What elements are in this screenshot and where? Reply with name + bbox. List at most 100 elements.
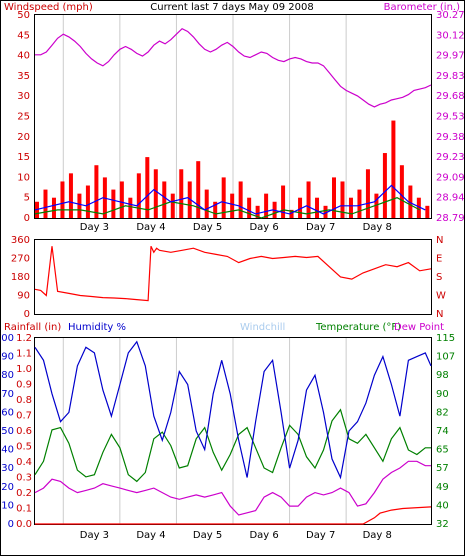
windspeed-bar (365, 169, 370, 218)
windspeed-bar (289, 209, 294, 218)
windspeed-bar (60, 181, 65, 218)
barometer-tick-label: 29.38 (436, 132, 465, 143)
temperature-tick-label: 74 (436, 426, 449, 437)
barometer-tick-label: 29.83 (436, 71, 465, 82)
windspeed-bar (119, 181, 124, 218)
rainfall-tick-label: 0.1 (16, 504, 32, 515)
temperature-tick-label: 40 (436, 500, 449, 511)
rainfall-tick-label: 0.4 (16, 457, 32, 468)
wind-x-tick-label: Day 5 (193, 222, 222, 233)
windspeed-bar (230, 193, 235, 218)
rainfall-tick-label: 0.6 (16, 426, 32, 437)
windspeed-tick-label: 10 (17, 172, 30, 183)
wind-ticks: Day 3 Day 4 Day 5 Day 6 Day 7 Day 8 0 5 10 15 20 25… (17, 10, 464, 233)
windchill-label: Windchill (240, 322, 285, 333)
windspeed-bar (170, 193, 175, 218)
rainfall-line (35, 506, 432, 525)
temperature-tick-label: 57 (436, 463, 449, 474)
dewpoint-line (34, 460, 431, 516)
windspeed-bar (306, 181, 311, 218)
windspeed-bar (51, 197, 56, 218)
humidity-line (34, 340, 432, 480)
rainfall-tick-label: 0.9 (16, 380, 32, 391)
wind-series (34, 27, 432, 219)
windspeed-tick-label: 15 (17, 152, 30, 163)
climate-series (34, 340, 432, 525)
climate-x-tick-label: Day 7 (306, 530, 335, 541)
temperature-axis-label: Temperature (°F) (315, 322, 401, 333)
compass-tick-label: E (436, 254, 442, 265)
windspeed-bar (43, 189, 48, 218)
windspeed-bar (281, 185, 286, 218)
rainfall-tick-label: 0.8 (16, 395, 32, 406)
windspeed-bar (340, 181, 345, 218)
windspeed-bar (221, 177, 226, 218)
windspeed-axis-label: Windspeed (mph) (4, 2, 93, 13)
windspeed-bar (136, 173, 141, 218)
barometer-tick-label: 28.79 (436, 213, 465, 224)
barometer-tick-label: 29.53 (436, 112, 465, 123)
windspeed-bar (323, 205, 328, 218)
climate-x-tick-label: Day 3 (80, 530, 109, 541)
barometer-tick-label: 29.68 (436, 91, 465, 102)
rainfall-tick-label: 1.2 (16, 333, 32, 344)
windspeed-average-line (34, 184, 426, 215)
rainfall-tick-label: 0.7 (16, 411, 32, 422)
temperature-tick-label: 82 (436, 407, 449, 418)
temperature-tick-label: 115 (436, 333, 455, 344)
windspeed-bar (382, 153, 387, 218)
humidity-tick-label: 60 (1, 407, 14, 418)
humidity-tick-label: 90 (1, 352, 14, 363)
windspeed-bar (204, 189, 209, 218)
direction-tick-label: 90 (17, 291, 30, 302)
rainfall-tick-label: 0.2 (16, 488, 32, 499)
compass-tick-label: N (436, 235, 443, 246)
rainfall-tick-label: 0.3 (16, 473, 32, 484)
windspeed-bar (238, 181, 243, 218)
windspeed-bar (374, 193, 379, 218)
compass-tick-label: N (436, 309, 443, 320)
windspeed-bar (153, 169, 158, 218)
windspeed-bar (196, 161, 201, 218)
wind-x-tick-label: Day 6 (249, 222, 278, 233)
windspeed-bar (145, 157, 150, 218)
temperature-tick-label: 65 (436, 445, 449, 456)
windspeed-tick-label: 40 (17, 51, 30, 62)
barometer-tick-label: 29.23 (436, 152, 465, 163)
windspeed-bar (416, 197, 421, 218)
windspeed-bar (391, 120, 396, 218)
temperature-tick-label: 32 (436, 519, 449, 530)
climate-panel: Rainfall (in) Humidity % Windchill Tempe… (0, 322, 455, 541)
rainfall-tick-label: 0.5 (16, 442, 32, 453)
windspeed-bar (332, 177, 336, 218)
wind-x-tick-label: Day 3 (80, 222, 109, 233)
direction-line (34, 245, 432, 302)
windspeed-tick-label: 30 (17, 91, 30, 102)
windspeed-tick-label: 25 (17, 112, 30, 123)
windspeed-bar (213, 201, 218, 218)
windspeed-tick-label: 0 (24, 213, 30, 224)
windspeed-bar (408, 185, 413, 218)
windspeed-bar (357, 189, 362, 218)
direction-series (34, 245, 432, 302)
humidity-tick-label: 10 (1, 500, 14, 511)
barometer-tick-label: 29.97 (436, 51, 465, 62)
windspeed-bar (348, 197, 353, 218)
barometer-tick-label: 29.09 (436, 172, 465, 183)
windspeed-bar (128, 197, 133, 218)
dewpoint-axis-label: Dew Point (394, 322, 444, 333)
humidity-tick-label: 70 (1, 389, 14, 400)
compass-tick-label: W (436, 291, 446, 302)
windspeed-bar (179, 169, 184, 218)
windspeed-bar (162, 181, 167, 218)
windspeed-bar (85, 185, 90, 218)
windspeed-tick-label: 45 (17, 30, 30, 41)
windspeed-bar (425, 205, 430, 218)
windspeed-bar (94, 165, 99, 218)
chart-title: Current last 7 days May 09 2008 (150, 2, 313, 13)
humidity-tick-label: 30 (1, 463, 14, 474)
temperature-tick-label: 49 (436, 482, 449, 493)
barometer-line (35, 27, 432, 108)
